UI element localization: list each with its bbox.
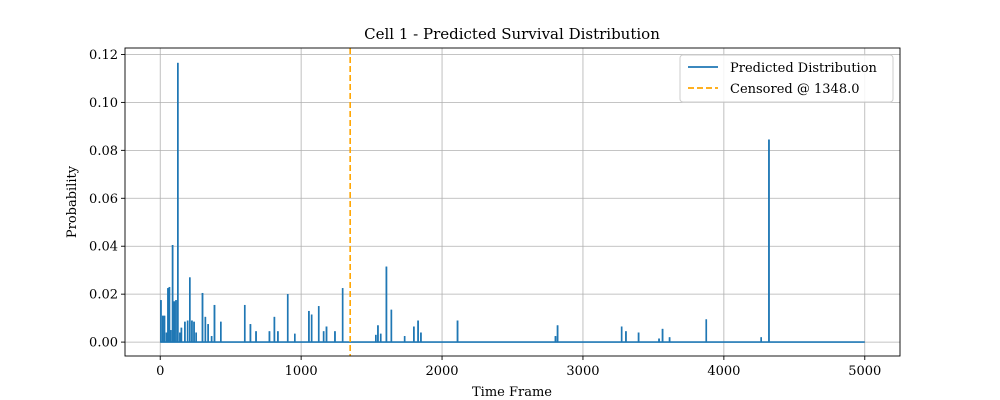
series-layer <box>160 48 865 356</box>
x-tick-label: 1000 <box>285 364 318 379</box>
y-tick-label: 0.08 <box>89 144 118 159</box>
x-tick-label: 3000 <box>566 364 599 379</box>
y-tick-label: 0.04 <box>89 240 118 255</box>
ticks-layer: 0 1000 2000 3000 4000 5000 0.00 0.02 0.04 0.06 0.0… <box>89 48 881 379</box>
plot-frame <box>124 47 901 357</box>
legend: Predicted Distribution Censored @ 1348.0 <box>679 54 894 103</box>
x-tick-label: 2000 <box>425 364 458 379</box>
y-tick-label: 0.10 <box>89 96 118 111</box>
legend-label-censored: Censored @ 1348.0 <box>730 82 860 97</box>
y-tick-label: 0.00 <box>89 336 118 351</box>
y-tick-label: 0.02 <box>89 288 118 303</box>
legend-label-predicted: Predicted Distribution <box>730 61 878 76</box>
predicted-distribution-line <box>160 62 865 343</box>
y-tick-label: 0.12 <box>89 48 118 63</box>
y-tick-label: 0.06 <box>89 192 118 207</box>
x-tick-label: 5000 <box>848 364 881 379</box>
x-tick-label: 4000 <box>707 364 740 379</box>
y-axis-label: Probability <box>65 165 80 238</box>
x-tick-label: 0 <box>156 364 164 379</box>
chart-title: Cell 1 - Predicted Survival Distribution <box>364 25 660 43</box>
legend-box <box>679 54 894 103</box>
x-axis-label: Time Frame <box>472 385 552 400</box>
